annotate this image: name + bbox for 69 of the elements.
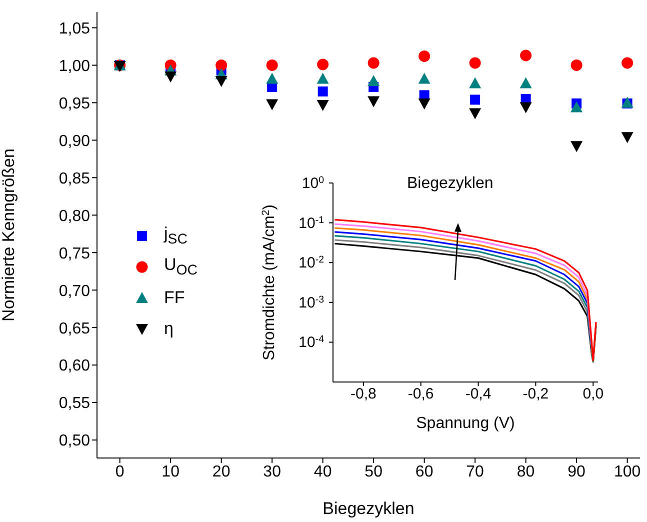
x-axis-title: Biegezyklen <box>322 499 414 518</box>
y-tick-label: 0,90 <box>58 132 90 150</box>
x-tick-label: -0,8 <box>350 386 376 403</box>
x-tick-label: 60 <box>415 463 434 480</box>
point <box>266 72 278 84</box>
x-tick-label: 10 <box>162 463 180 480</box>
y-tick-label: 1,00 <box>58 58 90 75</box>
point <box>266 99 278 110</box>
y-tick-label: 0,50 <box>58 432 90 450</box>
point <box>469 57 481 69</box>
x-tick-label: -0,4 <box>465 386 492 403</box>
x-tick-label: 90 <box>568 463 586 480</box>
y-tick-label: 0,75 <box>58 245 90 262</box>
y-tick-label: 10$^{-1}$ <box>298 214 324 232</box>
point <box>164 71 177 82</box>
point <box>316 72 329 84</box>
x-tick-label: 0,0 <box>582 386 604 403</box>
x-axis-title: Spannung (V) <box>416 415 515 432</box>
annotation: Biegezyklen <box>407 175 494 192</box>
y-tick-label: 0,70 <box>58 282 90 300</box>
x-tick-label: 30 <box>263 463 282 480</box>
point <box>621 132 634 144</box>
x-tick-label: -0,6 <box>408 386 434 403</box>
point <box>520 102 532 114</box>
x-tick-label: 40 <box>314 463 332 480</box>
legend-label: j$_{SC}$ <box>164 224 188 248</box>
point <box>570 141 583 152</box>
x-tick-label: 50 <box>364 463 383 480</box>
x-tick-label: 0 <box>115 463 124 480</box>
y-tick-label: 0,60 <box>58 358 90 375</box>
y-tick-label: 0,80 <box>58 208 90 225</box>
y-tick-label: 0,95 <box>58 95 90 112</box>
point <box>520 77 532 88</box>
point <box>216 59 228 71</box>
x-tick-label: 80 <box>516 463 535 480</box>
y-tick-label: 0,65 <box>58 320 90 338</box>
legend-label: FF <box>164 288 185 306</box>
point <box>470 94 480 105</box>
point <box>317 58 329 70</box>
x-tick-label: 70 <box>466 463 484 480</box>
legend-label: U$_{OC}$ <box>164 254 198 278</box>
point <box>469 108 482 120</box>
point <box>418 50 430 62</box>
point <box>469 77 482 88</box>
point <box>418 98 430 110</box>
y-tick-label: 10$^{0}$ <box>302 174 325 192</box>
legend-label: η <box>164 318 174 338</box>
y-tick-label: 0,85 <box>58 170 90 188</box>
y-axis-title: Normierte Kenngrößen <box>0 148 18 322</box>
y-tick-label: 0,55 <box>58 395 90 412</box>
point <box>215 76 228 87</box>
x-tick-label: -0,2 <box>522 386 549 403</box>
point <box>520 50 532 62</box>
y-tick-label: 1,05 <box>58 20 90 38</box>
x-tick-label: 100 <box>614 463 641 480</box>
point <box>368 74 380 86</box>
point <box>368 57 380 69</box>
point <box>368 96 380 108</box>
point <box>266 59 278 71</box>
point <box>316 100 329 111</box>
point <box>570 101 583 112</box>
point <box>318 86 328 96</box>
point <box>418 72 430 84</box>
point <box>570 59 582 71</box>
y-tick-label: 10$^{-4}$ <box>298 334 325 352</box>
point <box>622 57 634 69</box>
y-tick-label: 10$^{-2}$ <box>298 254 324 272</box>
x-tick-label: 20 <box>212 463 230 480</box>
y-tick-label: 10$^{-3}$ <box>298 294 324 312</box>
